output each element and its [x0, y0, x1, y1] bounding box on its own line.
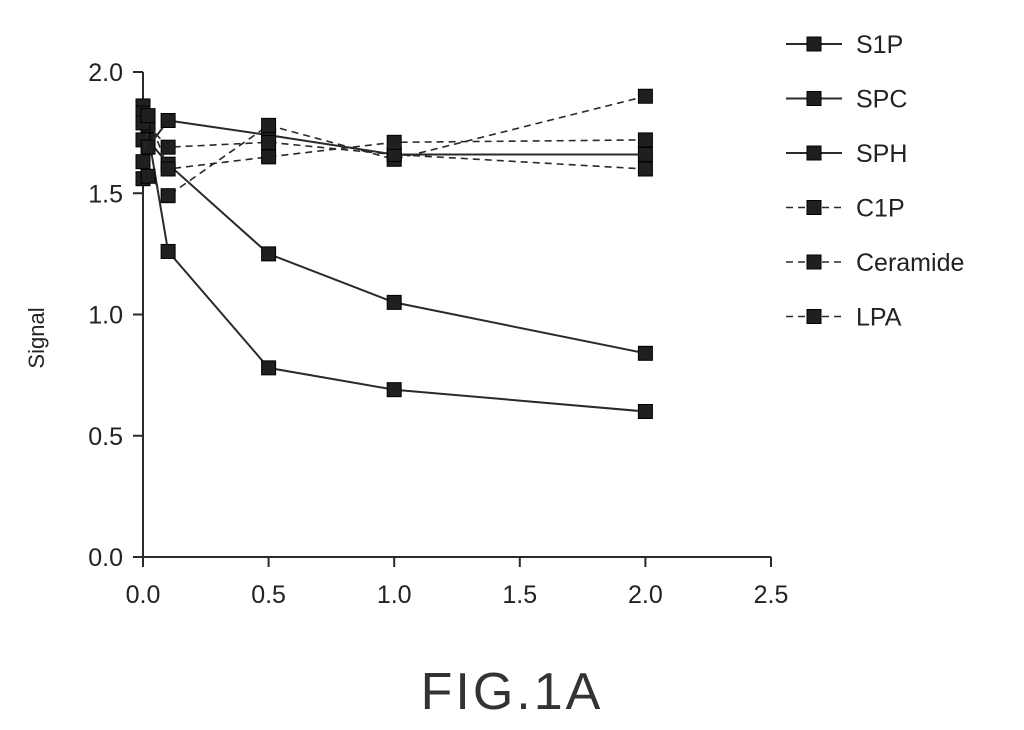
legend-item-c1p: C1P: [786, 195, 905, 223]
legend-marker-lpa: [807, 310, 821, 324]
data-point-ceramide: [136, 155, 150, 169]
data-point-ceramide: [638, 162, 652, 176]
legend-marker-c1p: [807, 201, 821, 215]
data-point-c1p: [262, 118, 276, 132]
data-point-s1p: [262, 361, 276, 375]
x-tick-label: 0.0: [126, 581, 161, 609]
legend-marker-spc: [807, 92, 821, 106]
series-layer: [136, 89, 652, 418]
x-tick-label: 0.5: [251, 581, 286, 609]
data-point-sph: [161, 114, 175, 128]
x-tick-label: 2.5: [754, 581, 789, 609]
y-tick-label: 0.5: [88, 423, 123, 451]
x-tick-label: 1.5: [502, 581, 537, 609]
legend: S1P SPC SPH C1P Ceramide LPA: [786, 31, 964, 332]
legend-label-c1p: C1P: [856, 195, 905, 223]
data-point-sph: [141, 140, 155, 154]
legend-label-spc: SPC: [856, 86, 907, 114]
data-point-c1p: [638, 89, 652, 103]
y-axis-label: Signal: [24, 307, 49, 368]
data-point-lpa: [262, 150, 276, 164]
data-point-c1p: [141, 169, 155, 183]
legend-marker-ceramide: [807, 255, 821, 269]
data-point-lpa: [387, 135, 401, 149]
legend-item-lpa: LPA: [786, 304, 902, 332]
data-point-c1p: [161, 189, 175, 203]
data-point-spc: [262, 247, 276, 261]
data-point-lpa: [638, 133, 652, 147]
legend-marker-s1p: [807, 37, 821, 51]
data-point-spc: [638, 346, 652, 360]
data-point-lpa: [161, 162, 175, 176]
data-point-s1p: [387, 383, 401, 397]
data-point-lpa: [141, 109, 155, 123]
data-point-ceramide: [161, 140, 175, 154]
legend-label-s1p: S1P: [856, 31, 903, 59]
y-tick-label: 1.0: [88, 302, 123, 330]
legend-label-lpa: LPA: [856, 304, 902, 332]
data-point-sph: [638, 147, 652, 161]
x-tick-label: 1.0: [377, 581, 412, 609]
y-tick-label: 2.0: [88, 59, 123, 87]
legend-marker-sph: [807, 146, 821, 160]
data-point-ceramide: [262, 135, 276, 149]
data-point-spc: [387, 295, 401, 309]
legend-item-ceramide: Ceramide: [786, 249, 964, 277]
figure-caption: FIG.1A: [0, 662, 1024, 722]
legend-label-sph: SPH: [856, 140, 907, 168]
legend-item-spc: SPC: [786, 86, 907, 114]
x-tick-label: 2.0: [628, 581, 663, 609]
legend-label-ceramide: Ceramide: [856, 249, 964, 277]
y-tick-label: 1.5: [88, 180, 123, 208]
data-point-s1p: [161, 244, 175, 258]
legend-item-s1p: S1P: [786, 31, 903, 59]
legend-item-sph: SPH: [786, 140, 907, 168]
y-tick-label: 0.0: [88, 544, 123, 572]
data-point-s1p: [638, 405, 652, 419]
